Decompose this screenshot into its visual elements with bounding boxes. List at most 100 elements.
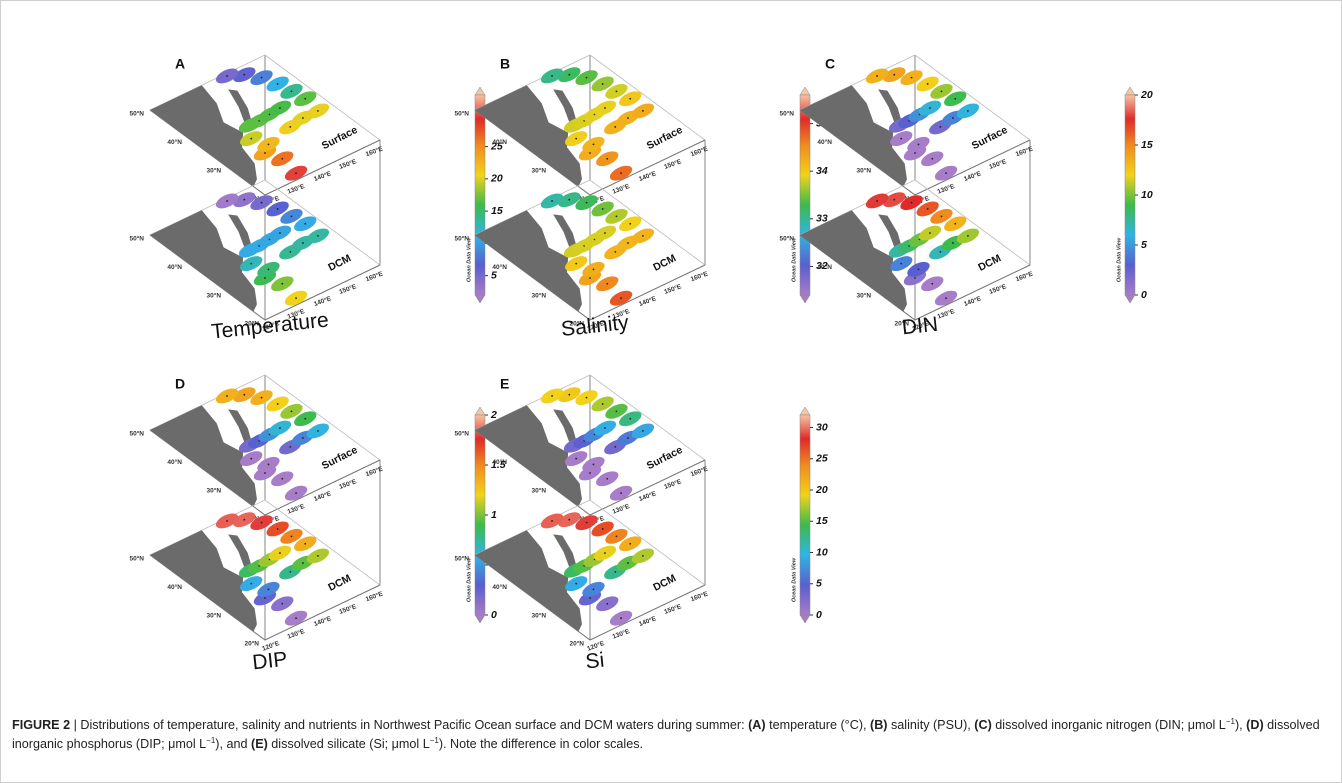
- colorbar-tick-label: 10: [1141, 189, 1153, 201]
- panel: C50°N40°N30°N20°N120°E130°E140°E150°E160…: [779, 54, 1153, 340]
- station: [604, 552, 606, 554]
- land: [228, 89, 253, 125]
- station: [940, 215, 943, 218]
- station: [917, 143, 920, 146]
- panel-title: Si: [584, 649, 605, 674]
- station: [304, 542, 307, 545]
- station: [627, 437, 629, 439]
- caption-text: ),: [1234, 718, 1247, 732]
- station: [317, 555, 319, 557]
- colorbar-tick-label: 0: [816, 609, 822, 621]
- station: [279, 427, 281, 429]
- station: [295, 617, 297, 620]
- station: [620, 297, 622, 300]
- station: [264, 597, 266, 599]
- station: [568, 518, 571, 521]
- station: [243, 73, 246, 76]
- land: [150, 530, 257, 632]
- colorbar-tick-label: 15: [816, 515, 828, 527]
- station: [290, 410, 293, 413]
- colorbar-tick-label: 34: [816, 165, 828, 177]
- station: [954, 97, 957, 100]
- lat-label: 30°N: [532, 167, 547, 175]
- station: [592, 268, 595, 271]
- station: [281, 282, 284, 285]
- land: [553, 534, 578, 570]
- station: [620, 617, 622, 620]
- station: [604, 107, 606, 109]
- land: [878, 214, 903, 250]
- station: [606, 157, 609, 160]
- lat-label: 30°N: [857, 292, 872, 300]
- colorbar-tick-label: 5: [816, 578, 822, 590]
- colorbar-tick-label: 30: [816, 421, 828, 433]
- panel: E50°N40°N30°N20°N120°E130°E140°E150°E160…: [454, 374, 828, 674]
- station: [926, 208, 929, 210]
- station: [642, 430, 644, 432]
- station: [914, 277, 916, 279]
- station: [551, 395, 553, 397]
- lat-label: 30°N: [532, 487, 547, 495]
- station: [601, 528, 604, 530]
- station: [264, 472, 266, 474]
- station: [592, 463, 595, 466]
- station: [226, 75, 228, 77]
- station: [585, 201, 588, 204]
- station: [615, 535, 618, 538]
- station: [281, 602, 284, 605]
- station: [551, 75, 553, 77]
- caption-text: (D): [1246, 718, 1264, 732]
- map-edge: [474, 109, 706, 196]
- colorbar-tick-label: 5: [491, 269, 497, 281]
- station: [279, 232, 281, 234]
- panel-title: DIN: [901, 313, 939, 340]
- land: [553, 409, 578, 445]
- station: [302, 562, 304, 564]
- map-edge: [799, 109, 1031, 196]
- station: [620, 492, 622, 495]
- station: [931, 282, 934, 285]
- lat-label: 50°N: [454, 430, 469, 438]
- station: [606, 477, 609, 480]
- station: [629, 97, 632, 100]
- lat-label: 50°N: [779, 235, 794, 243]
- station: [267, 143, 270, 146]
- colorbar-tick-label: 0: [491, 609, 497, 621]
- station: [604, 232, 606, 234]
- station: [279, 552, 281, 554]
- caption-text: (A): [748, 718, 766, 732]
- station: [289, 251, 292, 253]
- station: [317, 235, 319, 237]
- station: [589, 472, 591, 474]
- colorbar: [799, 94, 811, 296]
- station: [575, 582, 578, 585]
- station: [629, 222, 632, 225]
- station: [243, 393, 246, 396]
- colorbar-label: Ocean Data View: [466, 557, 472, 602]
- map-edge: [149, 109, 381, 196]
- caption-text: dissolved inorganic nitrogen (DIN; μmol …: [991, 718, 1226, 732]
- station: [929, 232, 931, 234]
- lat-label: 50°N: [454, 110, 469, 118]
- station: [910, 76, 913, 79]
- station: [615, 90, 618, 93]
- caption-text: dissolved inorganic phosphorus (DIP; μmo…: [12, 718, 1320, 751]
- station: [568, 198, 571, 201]
- map-edge: [149, 234, 381, 321]
- lat-label: 30°N: [532, 292, 547, 300]
- station: [264, 152, 266, 154]
- station: [606, 602, 609, 605]
- lat-label: 40°N: [492, 138, 507, 146]
- station: [267, 463, 270, 466]
- station: [317, 110, 319, 112]
- lat-label: 50°N: [454, 555, 469, 563]
- lat-label: 40°N: [167, 458, 182, 466]
- lat-label: 30°N: [207, 487, 222, 495]
- station: [575, 137, 578, 140]
- station: [642, 555, 644, 557]
- station: [967, 110, 969, 112]
- colorbar-tick-label: 0: [1141, 289, 1147, 301]
- lat-label: 50°N: [129, 110, 144, 118]
- colorbar-tick-label: 15: [491, 205, 503, 217]
